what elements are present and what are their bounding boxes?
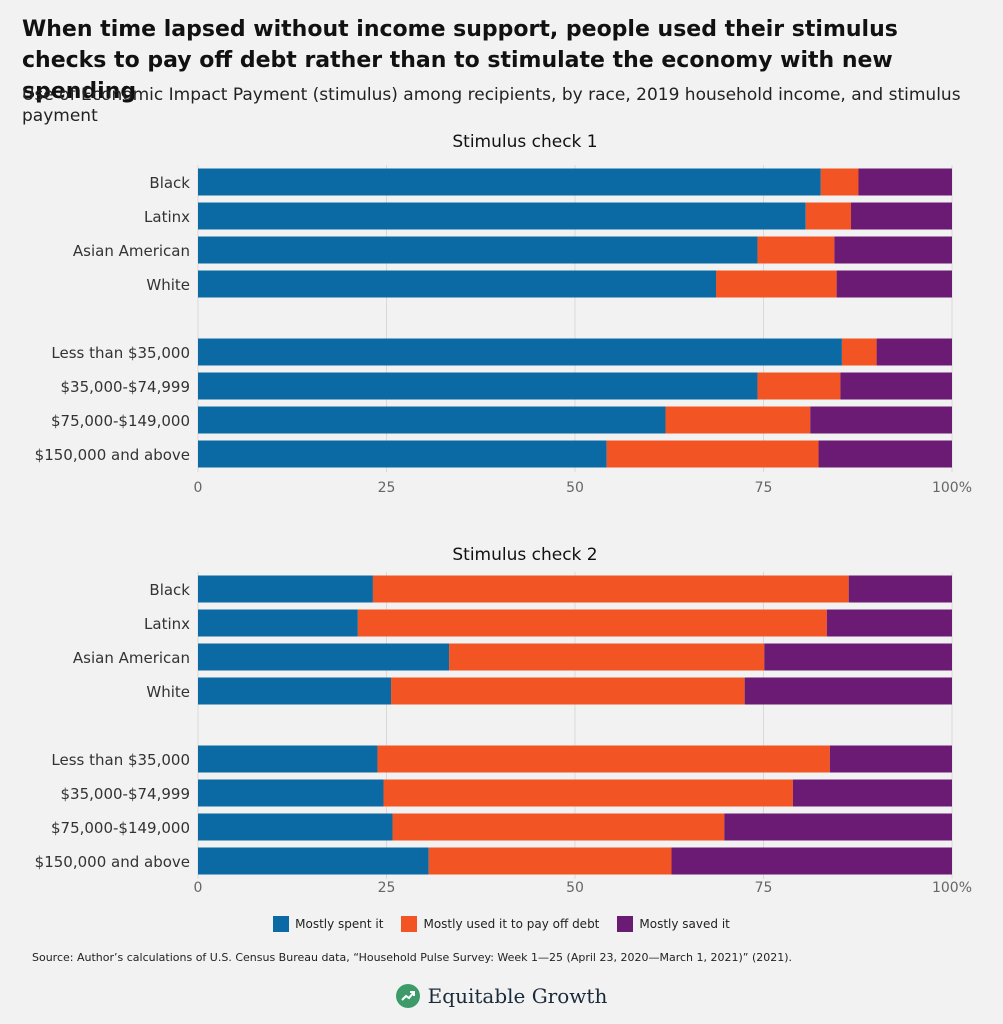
bar-segment bbox=[836, 270, 952, 298]
bar-segment bbox=[792, 779, 952, 807]
category-label: $35,000-$74,999 bbox=[61, 785, 190, 803]
category-label: $150,000 and above bbox=[35, 446, 190, 464]
chart-headline: When time lapsed without income support,… bbox=[22, 17, 898, 104]
bar-segment bbox=[744, 677, 952, 705]
bar-segment bbox=[724, 813, 952, 841]
bar-segment bbox=[377, 745, 830, 773]
legend-item-spent: Mostly spent it bbox=[273, 916, 383, 932]
x-tick-label: 50 bbox=[566, 480, 584, 496]
bar-segment bbox=[829, 745, 952, 773]
bar-segment bbox=[198, 440, 607, 468]
bar-segment bbox=[198, 202, 806, 230]
category-label: $75,000-$149,000 bbox=[51, 412, 190, 430]
bar-segment bbox=[198, 406, 666, 434]
bar-segment bbox=[757, 236, 835, 264]
category-label: White bbox=[146, 683, 190, 701]
legend-label-spent: Mostly spent it bbox=[295, 917, 384, 931]
bar-segment bbox=[850, 202, 952, 230]
category-label: Less than $35,000 bbox=[51, 751, 190, 769]
x-tick-label: 100% bbox=[932, 880, 972, 896]
brand-footer: Equitable Growth bbox=[0, 984, 1003, 1008]
category-label: Asian American bbox=[73, 649, 190, 667]
bar-segment bbox=[826, 609, 952, 637]
bar-segment bbox=[810, 406, 952, 434]
bar-segment bbox=[198, 575, 373, 603]
bar-segment bbox=[198, 168, 821, 196]
bar-segment bbox=[198, 338, 842, 366]
x-tick-label: 50 bbox=[566, 880, 584, 896]
bar-segment bbox=[757, 372, 841, 400]
category-label: $35,000-$74,999 bbox=[61, 378, 190, 396]
category-label: $150,000 and above bbox=[35, 853, 190, 871]
legend-label-debt: Mostly used it to pay off debt bbox=[423, 917, 600, 931]
chart-title: Stimulus check 1 bbox=[452, 132, 597, 152]
category-label: Less than $35,000 bbox=[51, 344, 190, 362]
x-tick-label: 25 bbox=[378, 880, 396, 896]
bar-segment bbox=[198, 813, 393, 841]
bar-segment bbox=[764, 643, 952, 671]
bar-segment bbox=[357, 609, 827, 637]
bar-segment bbox=[858, 168, 952, 196]
bar-segment bbox=[392, 813, 725, 841]
x-tick-label: 75 bbox=[755, 880, 773, 896]
legend-swatch-saved bbox=[617, 916, 634, 932]
bar-segment bbox=[606, 440, 819, 468]
bar-segment bbox=[848, 575, 952, 603]
category-label: Black bbox=[149, 581, 190, 599]
bar-segment bbox=[198, 677, 392, 705]
x-tick-label: 75 bbox=[755, 480, 773, 496]
bar-segment bbox=[449, 643, 765, 671]
bar-segment bbox=[198, 779, 384, 807]
chart-title: Stimulus check 2 bbox=[452, 545, 597, 565]
legend-item-saved: Mostly saved it bbox=[617, 916, 730, 932]
category-label: $75,000-$149,000 bbox=[51, 819, 190, 837]
x-tick-label: 25 bbox=[378, 480, 396, 496]
bar-segment bbox=[818, 440, 952, 468]
bar-segment bbox=[876, 338, 952, 366]
category-label: Latinx bbox=[144, 208, 190, 226]
legend: Mostly spent it Mostly used it to pay of… bbox=[0, 916, 1003, 932]
bar-segment bbox=[198, 643, 450, 671]
source-note: Source: Author’s calculations of U.S. Ce… bbox=[32, 951, 793, 964]
bar-segment bbox=[391, 677, 745, 705]
bar-segment bbox=[671, 847, 952, 875]
category-label: White bbox=[146, 276, 190, 294]
bar-segment bbox=[198, 270, 716, 298]
bar-segment bbox=[428, 847, 672, 875]
bar-segment bbox=[820, 168, 859, 196]
legend-label-saved: Mostly saved it bbox=[639, 917, 730, 931]
bar-segment bbox=[198, 847, 429, 875]
growth-chart-icon bbox=[395, 984, 420, 1008]
category-label: Black bbox=[149, 174, 190, 192]
bar-segment bbox=[715, 270, 837, 298]
bar-segment bbox=[841, 338, 877, 366]
bar-segment bbox=[198, 236, 758, 264]
x-tick-label: 100% bbox=[932, 480, 972, 496]
bar-segment bbox=[198, 372, 758, 400]
legend-swatch-debt bbox=[401, 916, 418, 932]
category-label: Latinx bbox=[144, 615, 190, 633]
bar-segment bbox=[198, 745, 378, 773]
bar-segment bbox=[834, 236, 952, 264]
legend-item-debt: Mostly used it to pay off debt bbox=[401, 916, 599, 932]
bar-segment bbox=[840, 372, 952, 400]
chart-subtitle: Use of Economic Impact Payment (stimulus… bbox=[22, 85, 961, 126]
category-label: Asian American bbox=[73, 242, 190, 260]
bar-segment bbox=[665, 406, 811, 434]
x-tick-label: 0 bbox=[194, 880, 203, 896]
bar-segment bbox=[805, 202, 851, 230]
brand-name: Equitable Growth bbox=[427, 984, 608, 1008]
x-tick-label: 0 bbox=[194, 480, 203, 496]
legend-swatch-spent bbox=[273, 916, 290, 932]
bar-segment bbox=[372, 575, 849, 603]
bar-segment bbox=[198, 609, 358, 637]
bar-segment bbox=[383, 779, 793, 807]
